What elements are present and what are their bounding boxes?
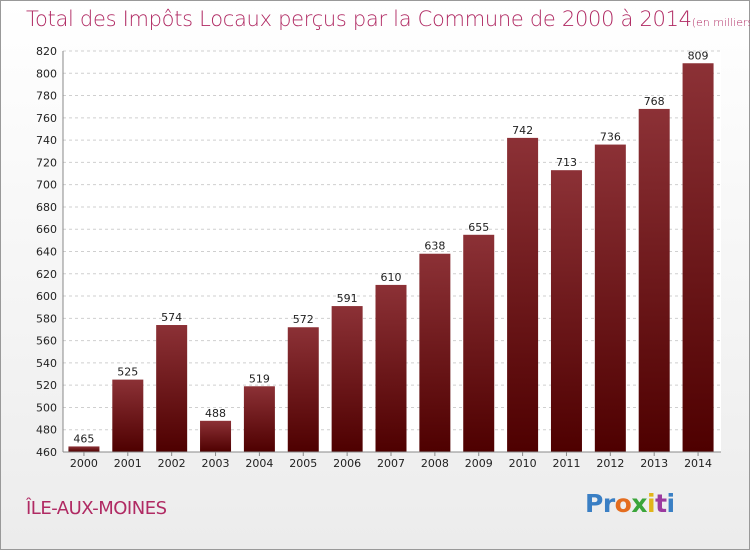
bar	[112, 379, 144, 452]
unit-label: (en milliers d'€)	[691, 16, 750, 29]
y-tick-label: 700	[36, 179, 57, 192]
x-tick-label: 2011	[552, 457, 580, 470]
logo-letter: P	[585, 489, 603, 518]
bar	[507, 137, 539, 452]
x-tick-label: 2000	[70, 457, 98, 470]
x-tick-label: 2009	[465, 457, 493, 470]
y-tick-label: 540	[36, 357, 57, 370]
x-tick-label: 2001	[114, 457, 142, 470]
bar-value-label: 572	[293, 313, 314, 326]
x-tick-label: 2003	[202, 457, 230, 470]
y-tick-label: 720	[36, 156, 57, 169]
logo-letter: t	[655, 489, 667, 518]
bar	[463, 234, 495, 452]
logo-letter: o	[614, 489, 632, 518]
logo-letter: x	[631, 489, 647, 518]
bars: 465 525 574 488 519 572 591 610 638 655 742 713 736 7…	[68, 49, 714, 453]
bar-value-label: 488	[205, 407, 226, 420]
bar	[638, 108, 670, 452]
logo-letter: i	[666, 489, 676, 518]
y-tick-label: 820	[36, 45, 57, 58]
y-tick-label: 600	[36, 290, 57, 303]
bar	[243, 386, 275, 452]
bar	[375, 284, 407, 452]
y-tick-label: 500	[36, 401, 57, 414]
x-tick-label: 2010	[509, 457, 537, 470]
y-tick-label: 620	[36, 268, 57, 281]
x-tick-label: 2013	[640, 457, 668, 470]
bar	[156, 325, 188, 452]
bar	[419, 253, 451, 452]
y-tick-label: 460	[36, 446, 57, 459]
x-tick-label: 2014	[684, 457, 712, 470]
bar	[287, 327, 319, 452]
x-tick-label: 2002	[158, 457, 186, 470]
bar	[200, 420, 232, 452]
y-tick-label: 740	[36, 134, 57, 147]
bar	[550, 170, 582, 453]
bar-value-label: 465	[73, 432, 94, 445]
bar-value-label: 591	[337, 292, 358, 305]
chart-title: Total des Impôts Locaux perçus par la Co…	[26, 7, 750, 31]
logo-letter: r	[602, 489, 615, 518]
y-tick-label: 680	[36, 201, 57, 214]
bar-value-label: 519	[249, 372, 270, 385]
bar-value-label: 736	[600, 131, 621, 144]
y-tick-label: 780	[36, 90, 57, 103]
bar	[594, 144, 626, 453]
commune-name: ÎLE-AUX-MOINES	[26, 498, 167, 519]
bar-value-label: 638	[424, 240, 445, 253]
bar-value-label: 610	[381, 271, 402, 284]
bar-value-label: 768	[644, 95, 665, 108]
axes: 460 480 500 520 540 560 580 600 620 640 660 680 700 7…	[36, 45, 721, 470]
logo-letter: i	[647, 489, 656, 518]
bar-value-label: 525	[117, 366, 138, 379]
x-tick-label: 2005	[289, 457, 317, 470]
y-tick-label: 800	[36, 67, 57, 80]
y-tick-label: 580	[36, 312, 57, 325]
bar-value-label: 655	[468, 221, 489, 234]
x-tick-label: 2008	[421, 457, 449, 470]
x-tick-label: 2006	[333, 457, 361, 470]
y-tick-label: 760	[36, 112, 57, 125]
x-tick-label: 2012	[596, 457, 624, 470]
bar-value-label: 713	[556, 156, 577, 169]
x-tick-label: 2004	[245, 457, 273, 470]
y-tick-label: 560	[36, 335, 57, 348]
bar	[682, 63, 714, 452]
y-tick-label: 520	[36, 379, 57, 392]
x-tick-label: 2007	[377, 457, 405, 470]
y-tick-label: 660	[36, 223, 57, 236]
y-tick-label: 480	[36, 424, 57, 437]
y-tick-label: 640	[36, 246, 57, 259]
bar-value-label: 742	[512, 124, 533, 137]
title-text: Total des Impôts Locaux perçus par la Co…	[26, 7, 692, 31]
proxiti-logo: Proxiti	[585, 489, 675, 518]
bar-value-label: 809	[688, 49, 709, 62]
bar-value-label: 574	[161, 311, 182, 324]
bar	[68, 446, 100, 452]
bar	[331, 306, 363, 452]
